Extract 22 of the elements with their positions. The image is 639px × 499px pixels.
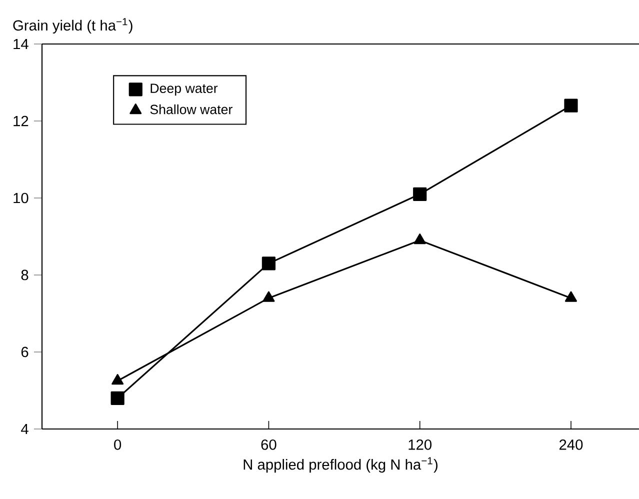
y-tick-label: 12 bbox=[14, 116, 28, 126]
y-tick-label: 6 bbox=[21, 346, 28, 358]
point bbox=[413, 187, 427, 201]
y-tick-label: 14 bbox=[14, 38, 28, 50]
point bbox=[110, 391, 124, 405]
x-axis-title: N applied preflood (kg N ha$^{−1}$) bbox=[244, 457, 438, 473]
legend-label: Shallow water bbox=[150, 104, 232, 114]
point bbox=[564, 98, 578, 112]
y-tick-label: 4 bbox=[21, 424, 28, 434]
y-tick-label: 8 bbox=[21, 270, 28, 280]
point bbox=[262, 256, 276, 270]
point bbox=[414, 234, 426, 244]
x-tick-label: 0 bbox=[114, 439, 122, 450]
x-tick-label: 120 bbox=[408, 439, 432, 450]
point bbox=[112, 374, 124, 385]
x-tick-label: 240 bbox=[559, 439, 583, 450]
x-tick-label: 60 bbox=[261, 439, 276, 450]
y-axis-title: Grain yield (t ha$^{−1}$) bbox=[13, 18, 132, 34]
y-tick-label: 10 bbox=[14, 192, 28, 204]
point bbox=[564, 291, 577, 302]
point bbox=[262, 291, 275, 302]
legend-label: Deep water bbox=[150, 84, 218, 96]
